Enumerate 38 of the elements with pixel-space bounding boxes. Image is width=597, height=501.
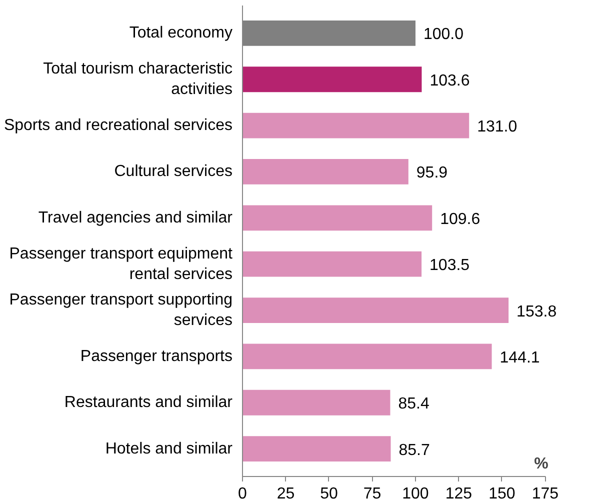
y-tick-label: Passenger transport supporting services [9, 292, 233, 329]
data-label: 85.4 [398, 396, 430, 413]
bar [242, 251, 422, 277]
y-tick-label: Hotels and similar [105, 440, 234, 458]
data-label: 100.0 [423, 26, 464, 44]
y-tick-label: Total tourism characteristic activities [43, 60, 233, 98]
y-tick-label: Sports and recreational services [4, 117, 233, 134]
x-tick-label: 125 [445, 486, 472, 501]
data-label: 95.9 [416, 164, 448, 182]
x-tick-label: 100 [402, 486, 429, 501]
data-label: 85.7 [398, 442, 430, 459]
x-tick-label: 150 [488, 486, 516, 501]
x-tick-label: 50 [320, 486, 338, 501]
x-tick-label: 0 [238, 486, 248, 501]
x-axis-title: % [534, 456, 548, 472]
data-label: 144.1 [500, 349, 540, 366]
x-tick-label: 175 [532, 486, 559, 501]
y-tick-label: Passenger transports [80, 348, 232, 365]
x-tick-label: 75 [363, 486, 382, 501]
bar [242, 436, 391, 462]
bar [242, 298, 509, 323]
data-label: 103.6 [430, 72, 470, 90]
data-label: 109.6 [440, 210, 480, 228]
y-tick-label: Cultural services [114, 163, 233, 180]
y-tick-label: Passenger transport equipment rental services [9, 245, 234, 283]
data-label: 103.5 [430, 257, 470, 274]
bar [242, 344, 492, 370]
bar [242, 205, 432, 231]
bar [242, 112, 470, 138]
bar [242, 159, 408, 184]
bar [242, 66, 422, 92]
bar [242, 390, 390, 416]
data-label: 153.8 [516, 303, 557, 320]
y-tick-label: Travel agencies and similar [38, 209, 234, 226]
x-tick-label: 25 [276, 486, 295, 501]
y-tick-label: Restaurants and similar [64, 394, 234, 412]
data-label: 131.0 [477, 118, 518, 136]
y-tick-label: Total economy [129, 24, 233, 42]
